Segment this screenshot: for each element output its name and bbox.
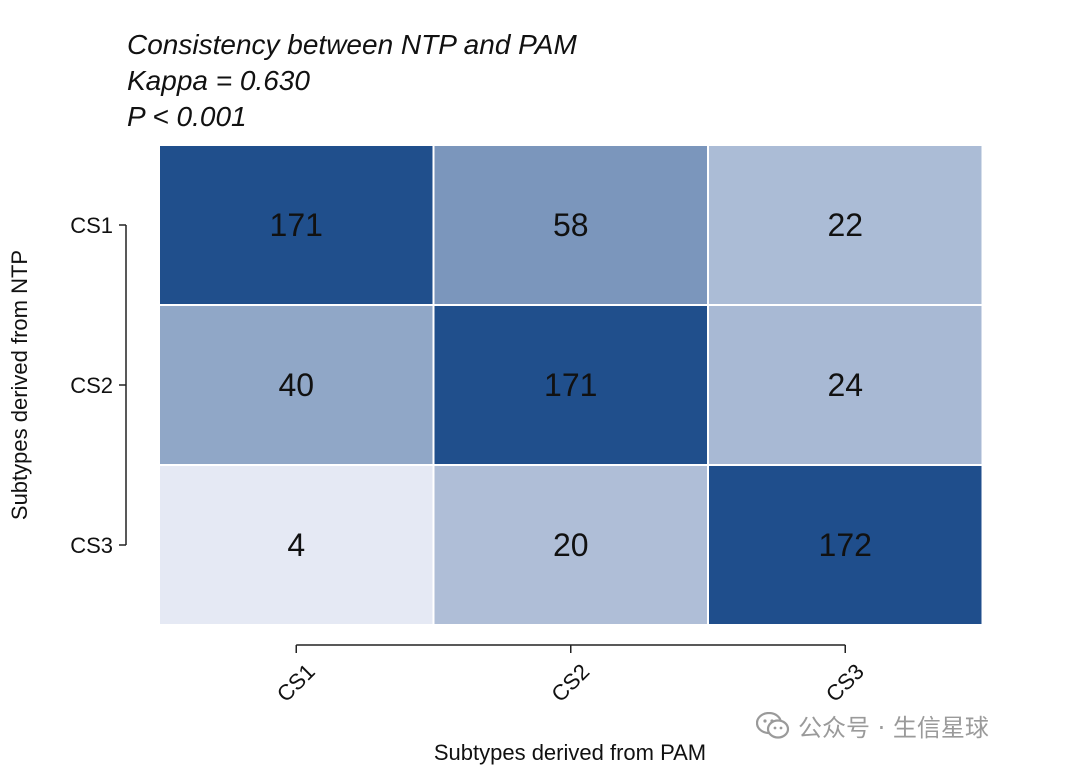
watermark: 公众号 · 生信星球: [756, 708, 989, 743]
heatmap-cell-cs3-cs2: [432, 464, 709, 626]
chart-title: Consistency between NTP and PAM Kappa = …: [127, 29, 577, 132]
y-tick-label: CS1: [70, 213, 113, 238]
heatmap-cell-cs2-cs1: [158, 304, 435, 466]
y-tick-label: CS2: [70, 373, 113, 398]
heatmap-cell-cs1-cs1: [158, 144, 435, 306]
cell-value-label: 24: [827, 367, 863, 403]
cell-value-label: 22: [827, 207, 863, 243]
cell-value-label: 171: [544, 367, 597, 403]
cell-value-label: 171: [270, 207, 323, 243]
wechat-icon: [756, 711, 790, 740]
title-line-3: P < 0.001: [127, 101, 247, 132]
x-axis: CS1 CS2 CS3: [272, 644, 869, 707]
heatmap-cell-cs3-cs1: [158, 464, 435, 626]
y-axis: CS1 CS2 CS3: [70, 213, 127, 558]
heatmap-cell-cs2-cs2: [432, 304, 709, 466]
heatmap-cells: 171 58 22 40 171 24 4 20 172: [158, 144, 984, 626]
heatmap-cell-cs2-cs3: [707, 304, 984, 466]
cell-value-label: 172: [819, 527, 872, 563]
x-tick-label: CS2: [546, 659, 594, 707]
heatmap-cell-cs1-cs2: [432, 144, 709, 306]
x-axis-label: Subtypes derived from PAM: [434, 740, 706, 765]
x-tick-label: CS1: [272, 659, 320, 707]
title-line-1: Consistency between NTP and PAM: [127, 29, 577, 60]
watermark-text: 公众号 · 生信星球: [798, 714, 989, 742]
cell-value-label: 58: [553, 207, 589, 243]
cell-value-label: 4: [287, 527, 305, 563]
y-axis-label: Subtypes derived from NTP: [7, 250, 32, 520]
y-tick-label: CS3: [70, 533, 113, 558]
heatmap-cell-cs3-cs3: [707, 464, 984, 626]
cell-value-label: 40: [278, 367, 314, 403]
x-tick-label: CS3: [821, 659, 869, 707]
cell-value-label: 20: [553, 527, 589, 563]
title-line-2: Kappa = 0.630: [127, 65, 310, 96]
heatmap-cell-cs1-cs3: [707, 144, 984, 306]
